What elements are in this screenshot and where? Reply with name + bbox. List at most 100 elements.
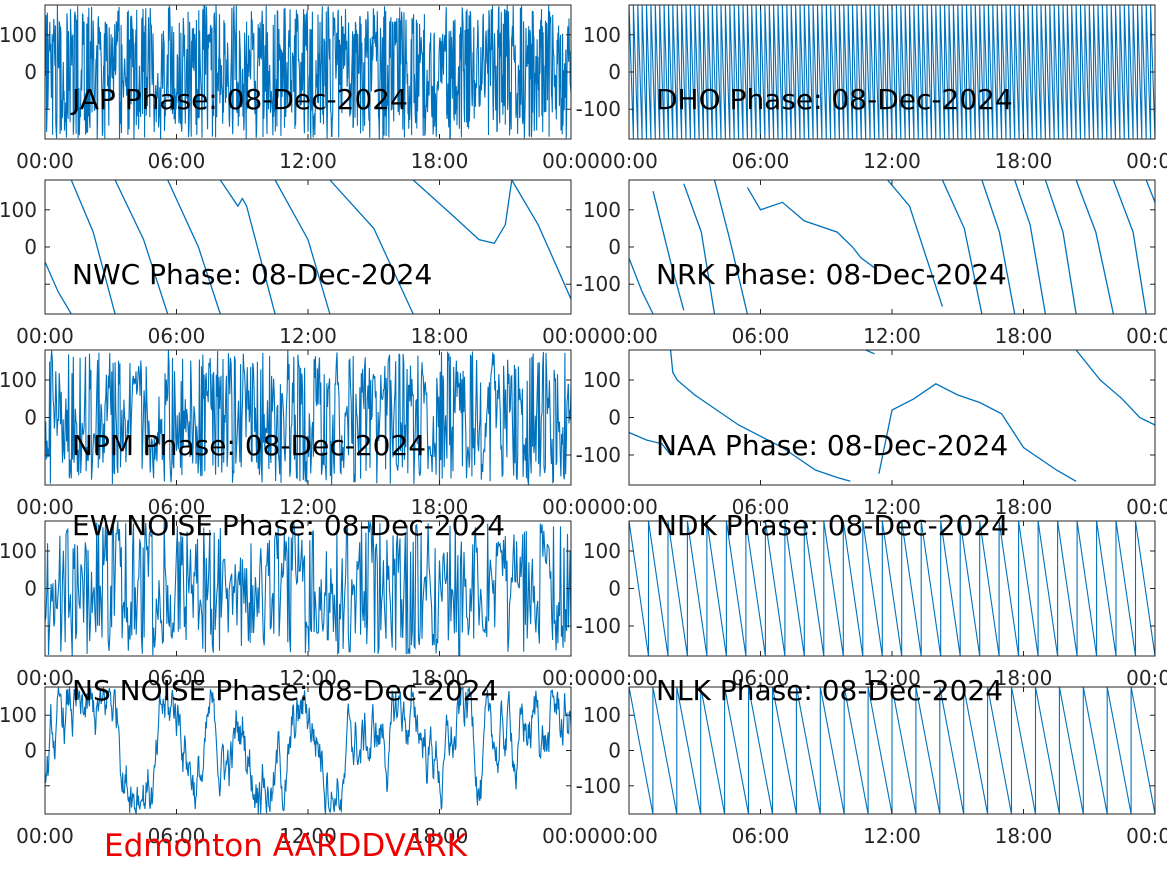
y-tick-label: 100 xyxy=(0,539,37,563)
x-tick-label: 18:00 xyxy=(411,149,469,173)
x-tick-label: 00:00 xyxy=(542,149,600,173)
phase-series xyxy=(629,521,1155,656)
x-tick-label: 06:00 xyxy=(732,495,790,519)
y-tick-label: 0 xyxy=(24,60,37,84)
axes-box xyxy=(628,179,1156,315)
panel-title: EW NOISE Phase: 08-Dec-2024 xyxy=(72,509,505,542)
x-tick-label: 12:00 xyxy=(279,495,337,519)
phase-trace xyxy=(70,180,116,314)
y-tick-label: 100 xyxy=(0,368,37,392)
x-tick-label: 18:00 xyxy=(995,824,1053,848)
x-tick-label: 00:00 xyxy=(16,149,74,173)
phase-trace xyxy=(45,521,571,656)
y-tick-label: 0 xyxy=(608,60,621,84)
y-tick-label: 100 xyxy=(583,198,621,222)
x-tick-label: 12:00 xyxy=(863,666,921,690)
x-tick-label: 12:00 xyxy=(279,149,337,173)
phase-trace xyxy=(1145,180,1155,203)
phase-trace xyxy=(274,180,331,314)
x-tick-label: 06:00 xyxy=(732,666,790,690)
phase-trace xyxy=(412,180,513,245)
panel-title: NLK Phase: 08-Dec-2024 xyxy=(656,674,1003,707)
x-tick-label: 00:00 xyxy=(1126,824,1167,848)
x-tick-label: 06:00 xyxy=(148,495,206,519)
panel-title: NDK Phase: 08-Dec-2024 xyxy=(656,509,1009,542)
phase-trace xyxy=(219,180,276,314)
x-tick-label: 06:00 xyxy=(732,149,790,173)
x-tick-label: 06:00 xyxy=(732,324,790,348)
phase-panel-nlk: 00:00 06:00 12:00 18:00 00:00 100 0 -100 NLK Pha… xyxy=(576,674,1167,848)
phase-panel-ns-noise: 00:00 06:00 12:00 18:00 00:00 100 0 NS NOISE Ph… xyxy=(0,674,600,848)
phase-panel-nrk: 00:00 06:00 12:00 18:00 00:00 100 0 -100 NRK Pha… xyxy=(576,179,1167,348)
y-tick-label: 0 xyxy=(24,577,37,601)
phase-series xyxy=(45,521,571,656)
x-tick-label: 06:00 xyxy=(148,324,206,348)
phase-trace xyxy=(878,383,1077,482)
phase-series xyxy=(45,5,571,139)
y-tick-label: 0 xyxy=(608,406,621,430)
x-tick-label: 12:00 xyxy=(279,324,337,348)
x-tick-label: 18:00 xyxy=(995,495,1053,519)
x-tick-label: 00:00 xyxy=(16,324,74,348)
x-tick-label: 00:00 xyxy=(1126,149,1167,173)
phase-trace xyxy=(45,350,571,485)
y-tick-label: 100 xyxy=(0,23,37,47)
footer-label: Edmonton AARDDVARK xyxy=(104,828,468,864)
y-tick-label: -100 xyxy=(576,774,621,798)
phase-panel-naa: 00:00 06:00 12:00 18:00 00:00 100 0 -100 NAA Pha… xyxy=(576,349,1167,519)
x-tick-label: 00:00 xyxy=(542,324,600,348)
axes-box xyxy=(628,349,1156,486)
x-tick-label: 00:00 xyxy=(16,824,74,848)
x-tick-label: 12:00 xyxy=(279,666,337,690)
phase-series xyxy=(629,350,1155,482)
y-tick-label: -100 xyxy=(576,443,621,467)
y-tick-label: 100 xyxy=(0,198,37,222)
phase-series xyxy=(45,687,571,814)
phase-trace xyxy=(652,191,685,311)
y-tick-label: 0 xyxy=(608,739,621,763)
panel-title: JAP Phase: 08-Dec-2024 xyxy=(70,83,408,116)
x-tick-label: 00:00 xyxy=(1126,495,1167,519)
phase-trace xyxy=(981,180,1016,314)
phase-trace xyxy=(629,521,1155,656)
phase-series xyxy=(629,5,1155,139)
phase-series xyxy=(629,687,1155,814)
phase-trace xyxy=(1014,180,1047,314)
x-tick-label: 00:00 xyxy=(600,149,658,173)
x-tick-label: 00:00 xyxy=(542,495,600,519)
x-tick-label: 18:00 xyxy=(995,149,1053,173)
phase-trace xyxy=(45,687,571,814)
phase-trace xyxy=(45,5,571,139)
phase-trace xyxy=(713,180,749,314)
x-tick-label: 00:00 xyxy=(600,666,658,690)
panel-title: NAA Phase: 08-Dec-2024 xyxy=(656,429,1008,462)
phase-panel-nwc: 00:00 06:00 12:00 18:00 00:00 100 0 NWC Phase: … xyxy=(0,179,600,348)
phase-trace xyxy=(1075,350,1155,426)
x-tick-label: 00:00 xyxy=(16,495,74,519)
x-tick-label: 00:00 xyxy=(1126,666,1167,690)
x-tick-label: 06:00 xyxy=(148,666,206,690)
phase-trace xyxy=(669,350,851,482)
phase-panel-npm: 00:00 06:00 12:00 18:00 00:00 100 0 NPM Phase: … xyxy=(0,349,600,519)
phase-trace xyxy=(746,187,878,270)
y-tick-label: 0 xyxy=(608,235,621,259)
phase-series xyxy=(45,180,571,314)
phase-panel-ndk: 00:00 06:00 12:00 18:00 00:00 100 0 -100 NDK Pha… xyxy=(576,509,1167,690)
panel-title: NS NOISE Phase: 08-Dec-2024 xyxy=(72,674,498,707)
phase-trace xyxy=(329,180,414,314)
x-tick-label: 18:00 xyxy=(411,824,469,848)
x-tick-label: 00:00 xyxy=(600,495,658,519)
y-tick-label: 100 xyxy=(583,703,621,727)
x-tick-label: 18:00 xyxy=(411,495,469,519)
x-tick-label: 06:00 xyxy=(732,824,790,848)
x-tick-label: 12:00 xyxy=(863,824,921,848)
phase-series xyxy=(629,180,1155,314)
phase-trace xyxy=(1044,180,1077,314)
x-tick-label: 00:00 xyxy=(1126,324,1167,348)
x-tick-label: 18:00 xyxy=(411,666,469,690)
phase-panel-jap: 00:00 06:00 12:00 18:00 00:00 100 0 JAP Phase: … xyxy=(0,4,600,173)
phase-trace xyxy=(1075,180,1115,314)
y-tick-label: 0 xyxy=(24,739,37,763)
x-tick-label: 18:00 xyxy=(995,324,1053,348)
